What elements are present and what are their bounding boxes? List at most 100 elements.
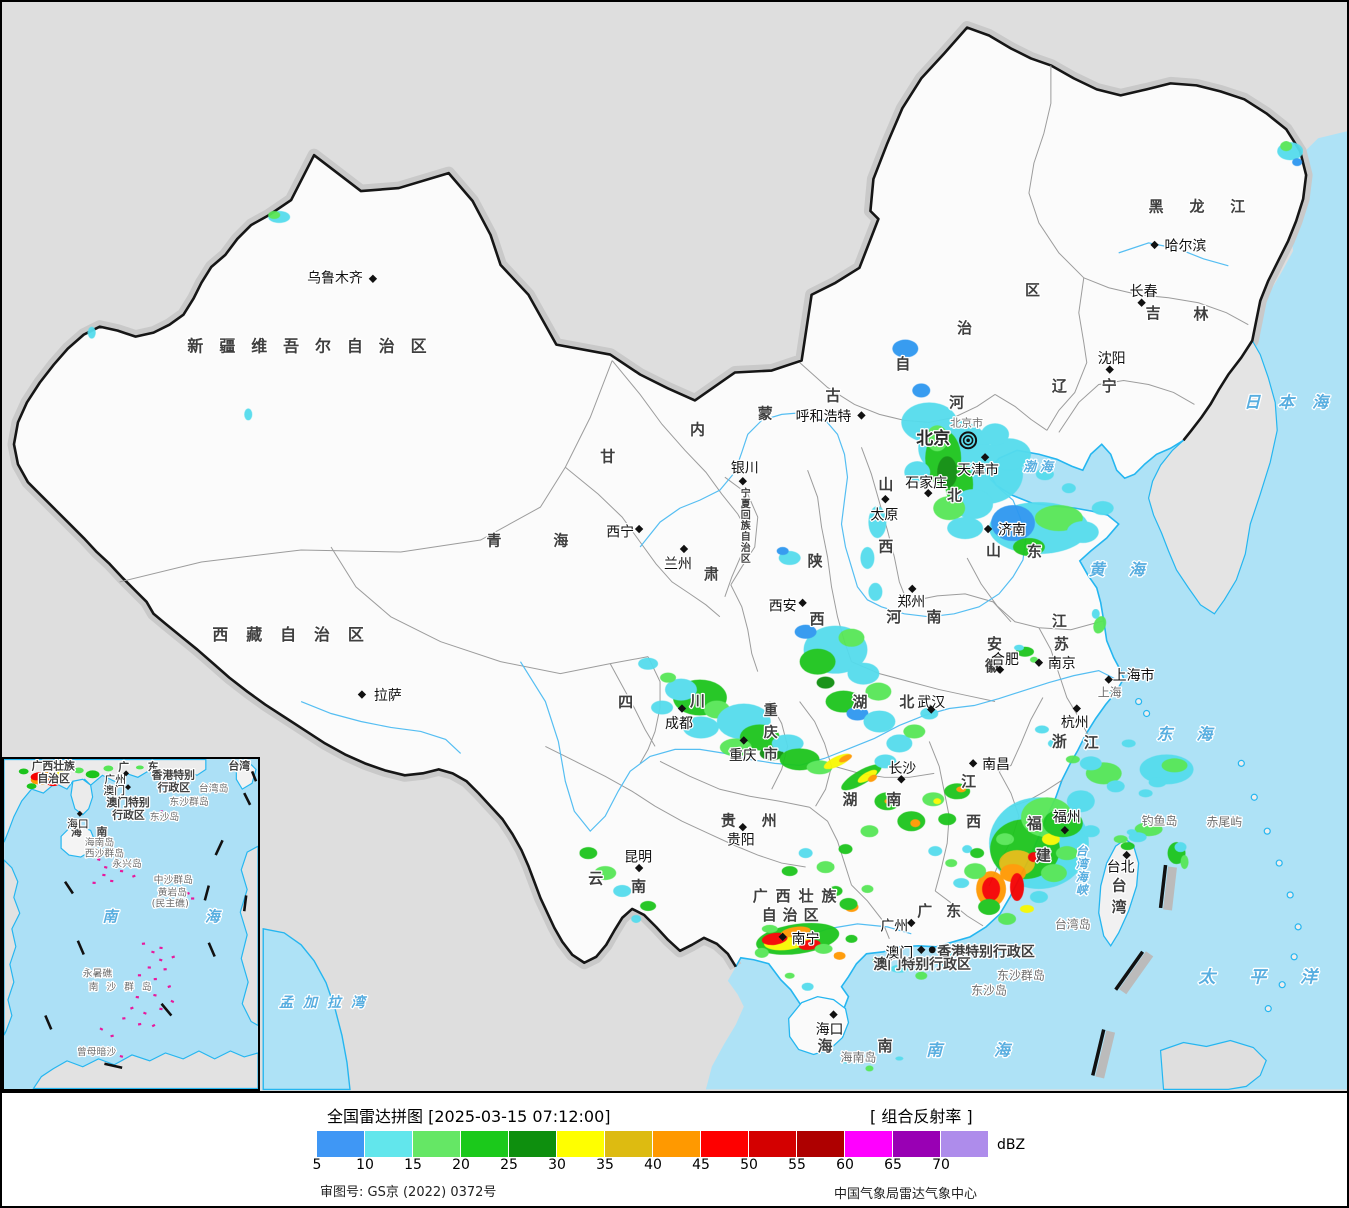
city-label: 哈尔滨 (1165, 238, 1207, 254)
radar-echo (1091, 501, 1114, 516)
reflectivity-colorbar (317, 1131, 989, 1157)
radar-echo (956, 786, 967, 793)
city-label: 杭州 (1061, 715, 1089, 731)
radar-echo (910, 819, 921, 828)
city-label: 济南 (998, 523, 1026, 539)
radar-echo (872, 956, 887, 965)
city-marker (1034, 658, 1044, 667)
city-marker (1072, 704, 1081, 713)
map-license: 审图号: GS京 (2022) 0372号 (320, 1185, 497, 1200)
radar-echo (682, 716, 719, 739)
city-marker (897, 775, 906, 784)
colorbar-tick: 50 (740, 1157, 758, 1173)
city-label: 乌鲁木齐 (307, 270, 363, 286)
radar-echo (847, 662, 880, 685)
radar-echo (761, 924, 778, 933)
radar-echo (814, 943, 833, 954)
radar-echo (1081, 825, 1100, 838)
colorbar-tick: 35 (596, 1157, 614, 1173)
radar-echo (861, 884, 874, 893)
city-marker (634, 524, 644, 534)
city-marker (1122, 850, 1131, 860)
province-label: 建 (1036, 846, 1051, 864)
province-label: 青海 (487, 531, 621, 549)
radar-echo (1280, 141, 1293, 152)
inset-label: 东沙群岛 (169, 795, 208, 808)
island-label: 钓鱼岛 (1142, 813, 1178, 828)
city-label: 贵阳 (727, 833, 755, 849)
radar-echo (991, 505, 1035, 542)
capital-icon (959, 431, 978, 450)
province-label: 浙 (1052, 733, 1067, 751)
inset-label: 台湾岛 (199, 781, 229, 794)
city-label: 海口 (816, 1022, 844, 1038)
city-label: 兰州 (664, 556, 692, 572)
radar-echo (1180, 855, 1189, 870)
radar-echo (1121, 739, 1136, 748)
city-label: 沈阳 (1098, 351, 1126, 367)
city-label: 银川 (731, 461, 759, 477)
radar-echo (926, 425, 949, 452)
city-marker (738, 822, 747, 832)
province-label: 山 (878, 475, 893, 493)
radar-echo (1138, 789, 1153, 798)
city-label: 西安 (769, 598, 797, 614)
radar-echo (970, 848, 985, 859)
radar-echo (1035, 468, 1054, 481)
island-label: 赤尾屿 (1206, 815, 1242, 829)
radar-echo (1055, 846, 1078, 861)
colorbar-tick: 60 (836, 1157, 854, 1173)
vertical-label: 重庆市 (763, 702, 778, 763)
city-marker (907, 918, 916, 928)
province-label: 区 (1025, 281, 1040, 299)
province-label: 蒙 (758, 405, 773, 423)
radar-echo (1012, 538, 1045, 556)
city-marker (738, 477, 747, 486)
basemap-svg: 新疆维吾尔自治区西藏自治区青海甘肃内蒙古自治区陕西山西河北山 东河 南安徽江苏湖北… (2, 3, 1347, 1091)
province-label: 山 (986, 541, 1001, 559)
province-label: 西 (810, 610, 825, 628)
province-label: 古 (826, 387, 841, 405)
radar-echo (981, 423, 1010, 446)
province-label: 广 (917, 902, 932, 920)
city-label: 长春 (1130, 284, 1158, 300)
province-label: 广西壮族 (753, 887, 845, 905)
radar-echo (892, 339, 919, 358)
city-label: 石家庄 (905, 475, 947, 492)
radar-echo (268, 210, 281, 219)
radar-echo (87, 326, 96, 339)
radar-echo (922, 792, 945, 807)
radar-echo (594, 866, 617, 881)
inset-label: 永暑礁 (83, 966, 113, 979)
radar-echo (781, 866, 798, 877)
city-label: 长沙 (888, 761, 916, 777)
province-label: 南 (631, 877, 646, 895)
city-marker (968, 759, 978, 768)
island-label: 东沙群岛 (997, 968, 1045, 983)
province-label: 苏 (1054, 635, 1069, 653)
province-label: 新疆维吾尔自治区 (187, 337, 442, 356)
city-label: 昆明 (624, 850, 652, 866)
city-label: 拉萨 (374, 688, 402, 704)
radar-echo (860, 825, 879, 838)
colorbar-tick: 10 (356, 1157, 374, 1173)
city-label: 重庆 (729, 748, 757, 764)
radar-echo (1108, 688, 1119, 695)
radar-echo (798, 848, 813, 859)
colorbar-tick: 30 (548, 1157, 566, 1173)
radar-echo (839, 754, 852, 763)
radar-echo-layer (87, 141, 1304, 1072)
radar-echo (933, 798, 942, 805)
sea-label: 黄海 (1089, 560, 1169, 579)
city-marker (368, 274, 378, 283)
province-label: 江 (961, 773, 976, 791)
city-label: 上海市 (1113, 667, 1155, 684)
radar-echo (244, 408, 253, 421)
radar-echo (868, 582, 883, 601)
city-marker (1137, 298, 1146, 307)
radar-echo (838, 628, 865, 647)
radar-echo (982, 877, 1001, 901)
radar-echo (987, 438, 1031, 471)
island-label: 海南岛 (841, 1049, 877, 1064)
